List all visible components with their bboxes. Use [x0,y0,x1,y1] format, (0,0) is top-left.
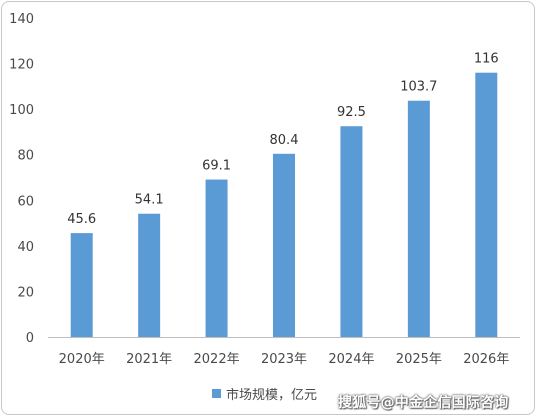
legend-label: 市场规模，亿元 [226,388,318,403]
y-tick-label: 20 [17,285,34,300]
y-tick-label: 60 [17,194,34,209]
data-label: 45.6 [67,212,96,227]
data-label: 54.1 [135,193,164,208]
y-tick-label: 40 [17,240,34,255]
bar [475,72,498,337]
bar [273,153,295,337]
bar [340,126,363,337]
bar [138,213,161,337]
x-tick-label: 2026年 [463,352,509,367]
y-tick-label: 120 [9,58,34,73]
data-label: 69.1 [202,159,231,174]
legend-swatch [212,389,221,398]
y-tick-label: 140 [9,12,34,27]
y-tick-label: 0 [26,331,34,346]
watermark-text: 搜狐号@中金企信国际咨询 [338,395,509,411]
data-label: 80.4 [270,133,299,148]
data-label: 116 [474,52,499,67]
x-tick-label: 2025年 [396,352,442,367]
x-tick-label: 2022年 [194,352,240,367]
x-tick-label: 2024年 [328,352,374,367]
y-tick-label: 80 [17,149,34,164]
chart-legend: 市场规模，亿元 [212,384,317,403]
bar [205,179,228,337]
bar [407,100,430,337]
x-tick-label: 2021年 [126,352,172,367]
x-tick-label: 2020年 [59,352,105,367]
y-tick-label: 100 [9,103,34,118]
data-label: 103.7 [400,80,437,95]
x-tick-label: 2023年 [261,352,307,367]
data-label: 92.5 [337,105,366,120]
bar [70,233,93,337]
